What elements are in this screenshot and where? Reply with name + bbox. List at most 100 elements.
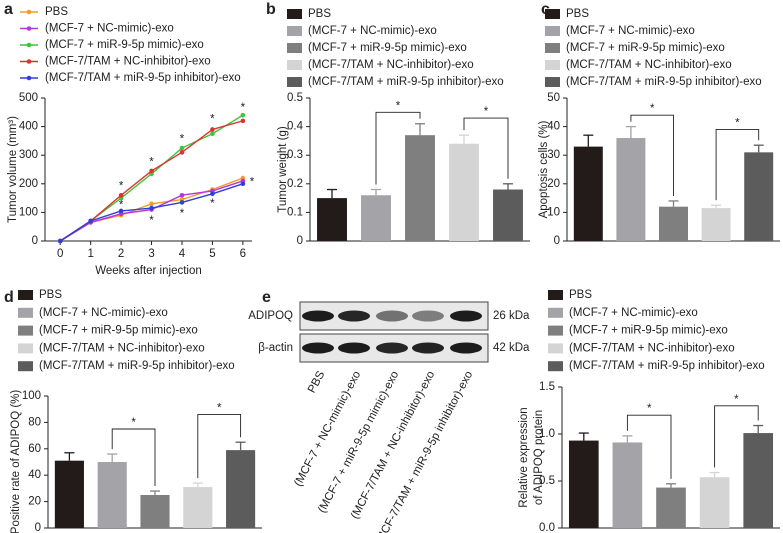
point (240, 112, 246, 118)
bar (699, 477, 730, 528)
point (179, 145, 185, 151)
y-tick-label: 0.4 (287, 121, 304, 133)
legend-label: (MCF-7/TAM + miR-9-5p inhibitor)-exo (45, 72, 241, 84)
annotation: * (119, 199, 124, 211)
legend-label: (MCF-7 + miR-9-5p mimic)-exo (308, 42, 467, 54)
blot-band (412, 342, 444, 354)
y-tick-label: 500 (19, 92, 38, 104)
bar (568, 440, 599, 528)
bar (361, 195, 391, 241)
legend-swatch (548, 290, 563, 300)
legend-label: (MCF-7 + NC-mimic)-exo (566, 25, 695, 37)
blot-size-label: 42 kDa (493, 342, 530, 354)
legend-label: (MCF-7 + NC-mimic)-exo (45, 23, 174, 35)
blot-band (376, 342, 408, 354)
blot-row-label: β-actin (258, 342, 293, 354)
annotation: * (241, 102, 246, 114)
blot-band (376, 310, 408, 322)
y-tick-label: 100 (19, 206, 38, 218)
y-tick-label: 0 (554, 235, 560, 247)
significance-bracket (715, 129, 760, 201)
legend-swatch (18, 290, 33, 300)
bar (449, 143, 479, 241)
legend-label: (MCF-7 + NC-mimic)-exo (569, 307, 698, 319)
y-tick-label: 10 (547, 206, 560, 218)
point (57, 238, 63, 244)
y-tick-label: 0.0 (539, 522, 555, 533)
y-tick-label: 300 (19, 149, 38, 161)
bar (493, 189, 523, 241)
point (179, 150, 185, 155)
significance-label: * (396, 100, 401, 112)
point (88, 218, 93, 224)
legend-label: (MCF-7 + miR-9-5p mimic)-exo (566, 42, 725, 54)
legend-marker (26, 9, 32, 15)
panel-letter: b (266, 1, 276, 18)
y-axis-title: Apoptosis cells (%) (538, 120, 550, 218)
series-line (59, 183, 244, 242)
significance-bracket (630, 114, 674, 196)
legend-label: (MCF-7/TAM + NC-inhibitor)-exo (308, 59, 474, 71)
y-tick-label: 0 (297, 235, 303, 247)
legend-marker (26, 26, 32, 31)
y-tick-label: 0.5 (287, 92, 303, 104)
y-tick-label: 100 (22, 390, 41, 402)
x-tick-label: 5 (209, 248, 215, 260)
legend-label: PBS (308, 8, 331, 20)
y-tick-label: 50 (547, 92, 560, 104)
point (149, 205, 154, 211)
significance-label: * (217, 403, 222, 415)
bar (659, 206, 688, 241)
blot-row-label: ADIPOQ (248, 310, 293, 322)
point (210, 191, 215, 197)
significance-bracket (463, 117, 509, 179)
legend-swatch (545, 9, 560, 19)
legend-label: (MCF-7 + NC-mimic)-exo (308, 25, 437, 37)
legend-swatch (545, 77, 560, 87)
annotation: * (210, 113, 215, 125)
y-tick-label: 40 (28, 469, 41, 481)
significance-label: * (735, 117, 740, 129)
bar (140, 495, 170, 528)
legend-swatch (18, 307, 33, 318)
y-tick-label: 400 (19, 121, 38, 133)
blot-size-label: 26 kDa (493, 310, 530, 322)
y-tick-label: 1.0 (539, 428, 555, 440)
point (179, 200, 185, 205)
bar (744, 152, 774, 241)
legend-swatch (548, 361, 563, 372)
legend-label: PBS (566, 8, 589, 20)
bar (405, 135, 435, 241)
y-tick-label: 1.5 (539, 381, 555, 393)
significance-label: * (484, 106, 489, 118)
annotation: * (180, 208, 185, 220)
legend-swatch (548, 325, 563, 336)
legend-label: (MCF-7/TAM + NC-inhibitor)-exo (569, 342, 735, 354)
significance-label: * (647, 403, 652, 415)
y-tick-label: 0.2 (287, 178, 303, 190)
annotation: * (119, 181, 124, 193)
x-tick-label: 3 (148, 248, 154, 260)
legend-label: (MCF-7 + miR-9-5p mimic)-exo (45, 39, 204, 51)
legend-label: (MCF-7 + NC-mimic)-exo (39, 307, 168, 319)
significance-label: * (131, 417, 136, 429)
bar (183, 487, 213, 528)
point (149, 201, 154, 207)
y-tick-label: 0 (35, 522, 41, 533)
legend-swatch (548, 343, 563, 354)
significance-bracket (714, 405, 759, 468)
y-axis-title: Positive rate of ADIPOQ (%) (10, 390, 22, 533)
legend-label: (MCF-7/TAM + NC-inhibitor)-exo (39, 342, 205, 354)
legend-label: (MCF-7 + miR-9-5p mimic)-exo (569, 325, 728, 337)
legend-swatch (287, 60, 302, 70)
legend-label: PBS (39, 289, 62, 301)
legend-label: (MCF-7/TAM + NC-inhibitor)-exo (45, 56, 211, 68)
significance-bracket (197, 414, 242, 479)
y-tick-label: 20 (547, 178, 560, 190)
annotation: * (149, 156, 154, 168)
y-axis-title: Relative expression (518, 407, 530, 507)
legend-swatch (548, 307, 563, 318)
blot-band (338, 310, 370, 322)
y-tick-label: 0.5 (539, 475, 555, 487)
